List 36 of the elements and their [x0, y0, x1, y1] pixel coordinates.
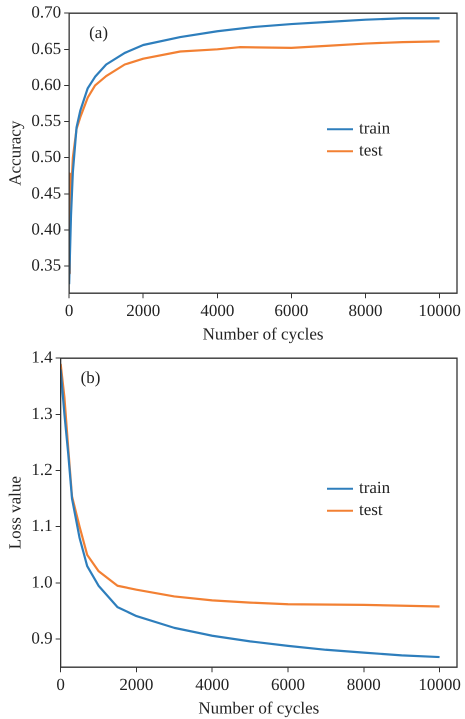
y-tick-label: 0.50 [31, 147, 62, 166]
x-tick-label: 10000 [418, 674, 461, 694]
legend-label: test [359, 500, 383, 520]
x-tick-label: 2000 [126, 300, 160, 320]
x-tick-label: 10000 [418, 300, 461, 320]
y-axis-title: Accuracy [6, 120, 25, 186]
y-tick-label: 0.55 [31, 111, 62, 130]
y-tick-label: 0.9 [31, 628, 53, 648]
x-tick-label: 6000 [274, 300, 308, 320]
x-tick-label: 0 [56, 674, 65, 694]
y-tick-label: 0.70 [31, 2, 62, 22]
x-axis-title: Number of cycles [198, 698, 320, 718]
y-tick-label: 0.40 [31, 219, 62, 238]
legend-label: test [359, 140, 383, 160]
annotation: (a) [89, 23, 108, 42]
x-tick-label: 8000 [346, 674, 381, 694]
y-tick-label: 1.2 [31, 460, 53, 480]
y-tick-label: 0.35 [31, 256, 62, 275]
x-tick-label: 8000 [348, 300, 382, 320]
y-tick-label: 1.4 [31, 348, 54, 367]
y-tick-label: 1.0 [31, 572, 53, 592]
legend-label: train [359, 478, 391, 498]
y-tick-label: 0.45 [31, 183, 62, 202]
y-tick-label: 0.60 [31, 74, 62, 94]
y-tick-label: 1.1 [31, 516, 53, 536]
x-tick-label: 0 [64, 300, 74, 320]
x-tick-label: 4000 [195, 674, 230, 694]
legend-label: train [359, 118, 391, 138]
y-tick-label: 1.3 [31, 404, 53, 423]
y-tick-label: 0.65 [31, 38, 62, 58]
x-tick-label: 2000 [119, 674, 154, 694]
x-axis-title: Number of cycles [202, 324, 324, 344]
y-axis-title: Loss value [6, 476, 25, 550]
x-tick-label: 6000 [271, 674, 305, 694]
annotation: (b) [80, 368, 100, 388]
x-tick-label: 4000 [200, 300, 234, 320]
